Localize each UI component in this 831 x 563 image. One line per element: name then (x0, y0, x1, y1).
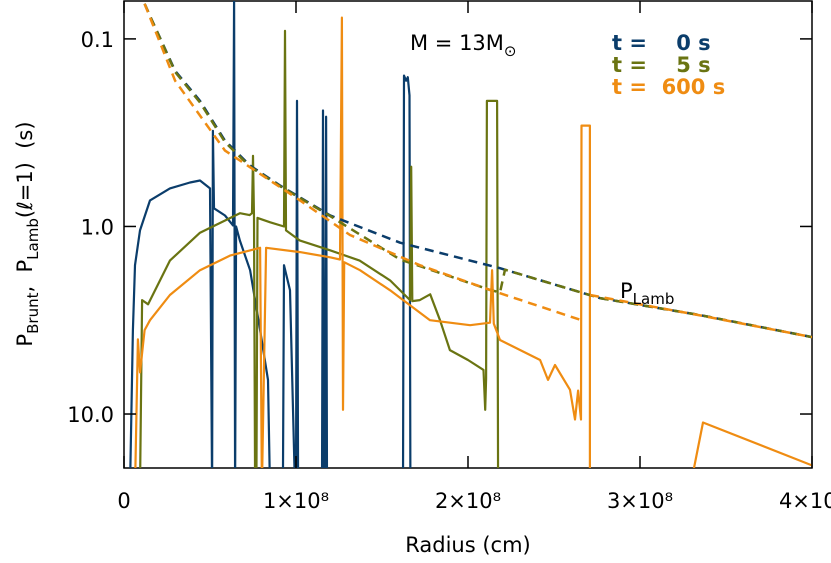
subscript: Lamb (633, 290, 675, 308)
subscript: Lamb (24, 218, 42, 260)
text-part: P (13, 334, 37, 347)
y-axis-label: PBrunt, PLamb(ℓ=1) (s) (13, 121, 42, 346)
y-tick-label: 1.0 (81, 215, 114, 239)
y-tick-label: 10.0 (67, 403, 114, 427)
legend-entry: t = 600 s (612, 75, 725, 99)
text-part: M = 13M (410, 31, 504, 55)
legend-entry: t = 0 s (612, 31, 711, 55)
x-tick-label: 0 (117, 489, 130, 513)
x-tick-label: 3×10⁸ (607, 489, 673, 513)
text-part: (ℓ=1) (s) (13, 121, 37, 218)
brunt-line (139, 29, 500, 468)
lamb-line (143, 3, 812, 339)
text-part: , P (13, 260, 37, 293)
plot-area (129, 1, 812, 468)
text-part: P (620, 279, 633, 303)
subscript: Brunt (24, 292, 42, 333)
annotation: M = 13M⊙ (410, 31, 516, 60)
x-axis-label: Radius (cm) (405, 533, 530, 557)
subscript: ⊙ (504, 42, 517, 60)
legend-entry: t = 5 s (612, 53, 711, 77)
x-tick-label: 1×10⁸ (263, 489, 329, 513)
brunt-line (134, 16, 812, 468)
brunt-line (129, 1, 412, 468)
y-tick-label: 0.1 (81, 28, 114, 52)
x-tick-label: 4×10⁸ (779, 489, 831, 513)
x-tick-label: 2×10⁸ (435, 489, 501, 513)
lamb-line (143, 3, 812, 339)
annotation: PLamb (620, 279, 674, 308)
